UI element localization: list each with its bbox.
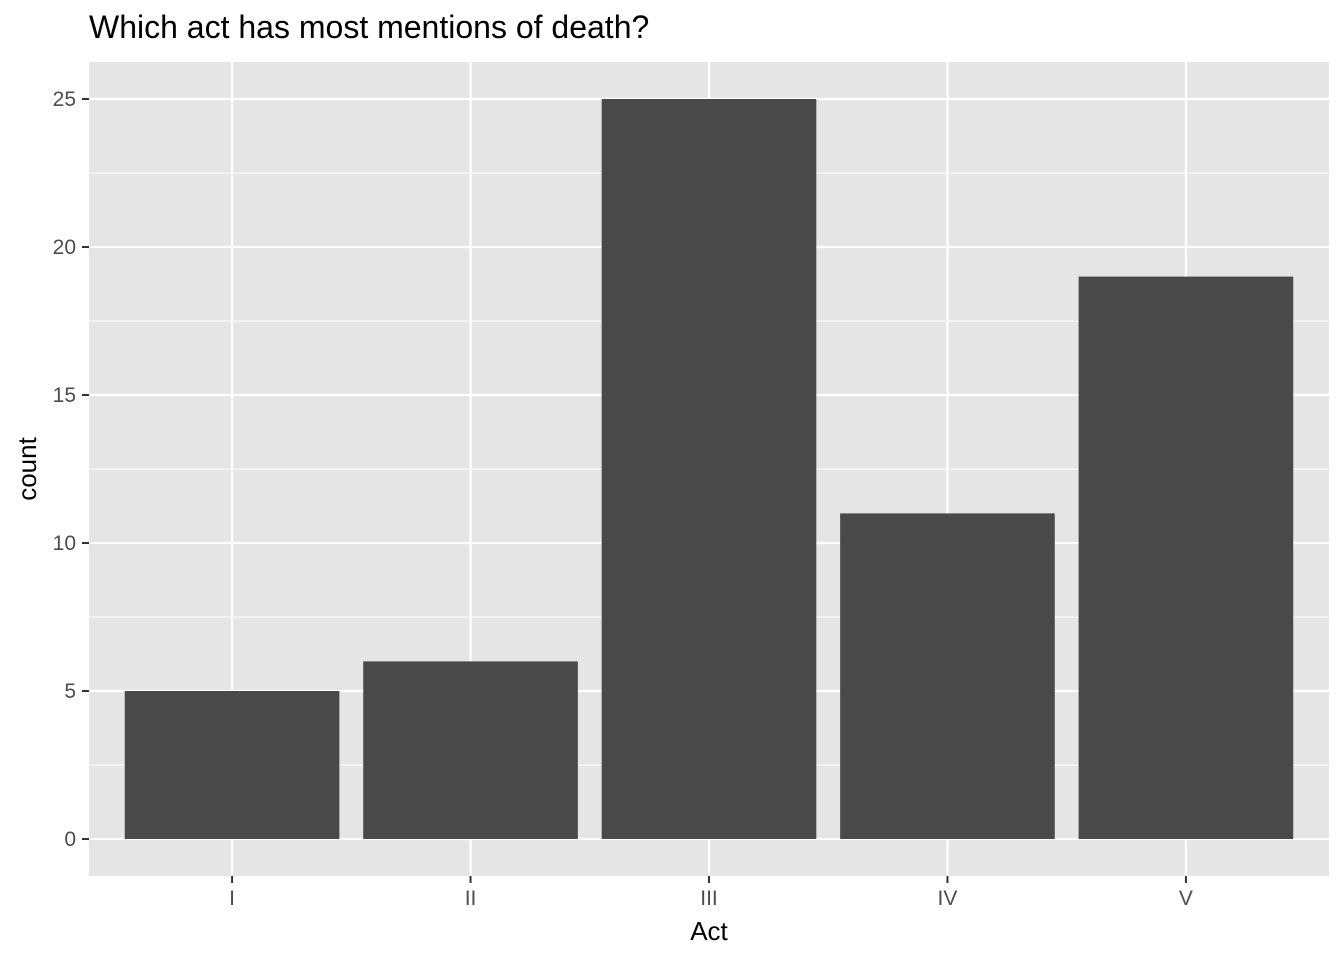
x-tick-label: II [465, 887, 477, 910]
y-axis-title: count [12, 436, 42, 500]
x-axis-title: Act [690, 916, 728, 946]
bar-II [363, 661, 578, 839]
bar-I [124, 691, 340, 839]
y-tick-label: 20 [53, 236, 76, 259]
y-axis: 0 5 10 15 20 25 [53, 88, 89, 851]
x-tick-label: III [700, 887, 718, 910]
bar-IV [840, 513, 1055, 839]
y-tick-label: 10 [53, 532, 76, 555]
x-axis: I II III IV V [229, 876, 1193, 910]
chart-title: Which act has most mentions of death? [89, 9, 649, 45]
bars [124, 99, 1294, 840]
y-tick-label: 25 [53, 88, 76, 111]
x-tick-label: V [1179, 887, 1193, 910]
y-tick-label: 5 [64, 680, 76, 703]
x-tick-label: IV [938, 887, 958, 910]
y-tick-label: 0 [64, 828, 76, 851]
bar-III [601, 99, 817, 839]
bar-V [1078, 276, 1294, 840]
x-tick-label: I [229, 887, 235, 910]
y-tick-label: 15 [53, 384, 76, 407]
